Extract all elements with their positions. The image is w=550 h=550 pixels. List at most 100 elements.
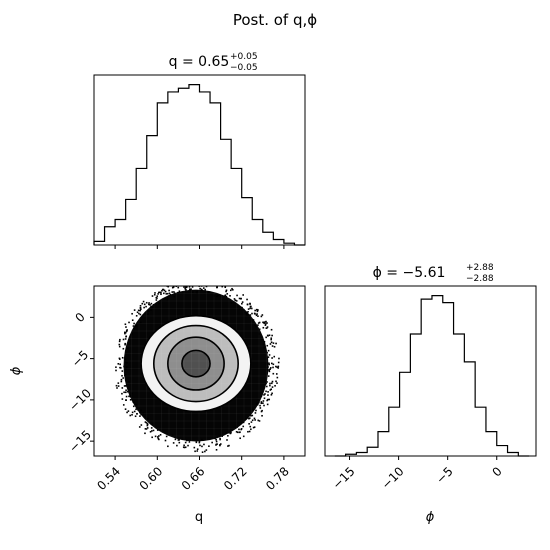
scatter-point — [122, 404, 125, 406]
scatter-point — [233, 298, 236, 300]
scatter-point — [218, 435, 220, 437]
contour-line — [181, 349, 211, 378]
scatter-point — [184, 446, 187, 449]
scatter-point — [257, 309, 259, 311]
scatter-point — [145, 428, 148, 430]
scatter-point — [151, 295, 154, 297]
scatter-point — [257, 399, 260, 401]
scatter-point — [277, 361, 280, 364]
scatter-point — [267, 394, 269, 396]
scatter-point — [256, 310, 259, 313]
scatter-point — [273, 345, 276, 348]
scatter-point — [199, 287, 201, 290]
scatter-point — [249, 425, 252, 428]
scatter-point — [174, 283, 176, 285]
scatter-point — [163, 297, 166, 300]
scatter-point — [133, 309, 136, 311]
scatter-point — [198, 440, 201, 443]
scatter-point — [224, 286, 227, 289]
scatter-point — [139, 306, 142, 309]
scatter-point — [276, 376, 279, 379]
scatter-point — [249, 302, 251, 305]
scatter-point — [196, 448, 199, 450]
scatter-point — [263, 322, 265, 325]
scatter-point — [271, 382, 273, 385]
scatter-point — [140, 413, 142, 416]
scatter-point — [129, 398, 132, 401]
scatter-point — [131, 411, 134, 414]
scatter-point — [255, 314, 258, 317]
scatter-point — [235, 300, 238, 302]
scatter-point — [265, 390, 267, 393]
scatter-point — [144, 421, 147, 423]
scatter-point — [139, 309, 141, 312]
scatter-point — [248, 417, 251, 419]
scatter-point — [173, 291, 175, 293]
scatter-point — [216, 286, 218, 289]
scatter-point — [154, 435, 157, 438]
scatter-point — [251, 419, 254, 422]
scatter-point — [251, 414, 254, 417]
scatter-point — [266, 368, 268, 371]
scatter-point — [261, 409, 263, 412]
scatter-point — [157, 436, 159, 438]
scatter-point — [240, 428, 242, 431]
scatter-point — [270, 362, 273, 365]
scatter-point — [272, 363, 275, 366]
scatter-point — [121, 398, 124, 400]
scatter-point — [146, 423, 149, 425]
scatter-point — [271, 334, 273, 337]
joint-xtick-label: 0.72 — [221, 464, 250, 493]
scatter-point — [249, 314, 252, 316]
scatter-point — [248, 430, 251, 433]
scatter-point — [194, 450, 196, 453]
scatter-point — [165, 293, 168, 295]
scatter-point — [226, 293, 229, 295]
scatter-point — [246, 298, 248, 301]
scatter-point — [215, 448, 218, 451]
joint-ytick-label: −15 — [66, 427, 94, 455]
scatter-point — [253, 417, 256, 420]
scatter-point — [273, 355, 276, 358]
scatter-point — [177, 291, 179, 294]
scatter-point — [136, 311, 139, 314]
scatter-point — [158, 291, 160, 294]
scatter-point — [150, 427, 153, 429]
scatter-point — [125, 330, 128, 332]
scatter-point — [135, 403, 138, 406]
scatter-point — [120, 378, 123, 381]
scatter-point — [177, 439, 180, 441]
scatter-point — [134, 415, 137, 418]
joint-density — [94, 281, 305, 456]
scatter-point — [270, 338, 272, 341]
scatter-point — [265, 382, 267, 385]
scatter-point — [250, 428, 252, 431]
scatter-point — [169, 293, 172, 296]
scatter-point — [184, 281, 186, 283]
scatter-point — [129, 394, 131, 397]
scatter-point — [123, 365, 125, 368]
joint-ytick-label: 0 — [72, 310, 87, 325]
scatter-point — [147, 310, 150, 313]
scatter-point — [207, 291, 210, 293]
scatter-point — [124, 343, 126, 346]
scatter-point — [215, 444, 217, 446]
scatter-point — [263, 346, 266, 349]
scatter-point — [117, 382, 120, 384]
scatter-point — [213, 294, 216, 297]
scatter-point — [245, 417, 248, 420]
scatter-point — [123, 385, 126, 387]
scatter-point — [264, 324, 267, 326]
scatter-point — [115, 384, 118, 387]
scatter-point — [230, 289, 232, 292]
scatter-point — [184, 287, 186, 290]
scatter-point — [219, 438, 221, 441]
scatter-point — [265, 327, 268, 330]
scatter-point — [223, 295, 226, 297]
contour-line — [152, 324, 239, 403]
scatter-point — [258, 332, 261, 335]
scatter-point — [260, 315, 263, 318]
scatter-point — [206, 284, 208, 286]
scatter-point — [122, 377, 124, 379]
scatter-point — [257, 403, 259, 405]
